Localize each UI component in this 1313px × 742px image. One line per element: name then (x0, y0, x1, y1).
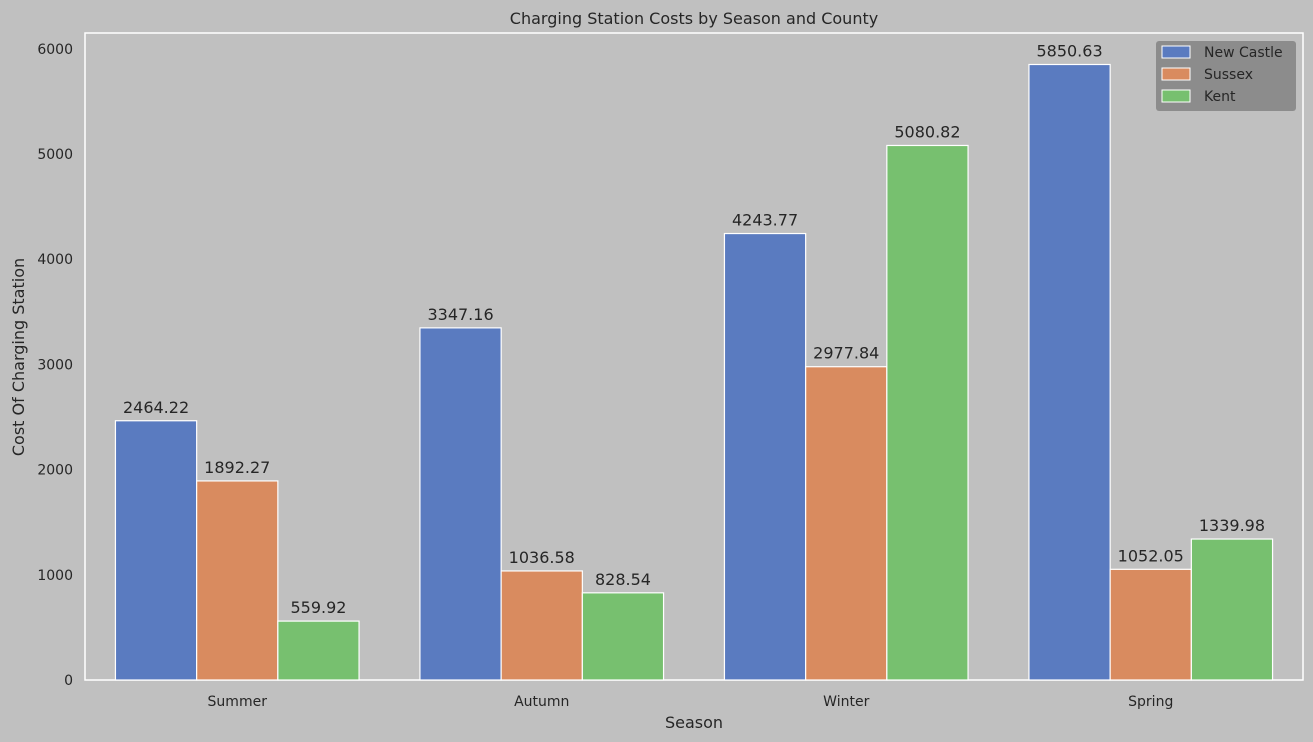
legend-swatch (1161, 67, 1191, 81)
bar-kent-summer (277, 620, 360, 681)
x-tick-label: Summer (208, 694, 268, 710)
data-label: 559.92 (290, 598, 346, 617)
bar-new-castle-autumn (419, 327, 502, 681)
bar-sussex-autumn (500, 570, 583, 681)
data-label: 3347.16 (427, 305, 493, 324)
x-axis-label: Season (665, 713, 723, 732)
data-label: 4243.77 (732, 211, 798, 230)
plot-area-frame (84, 32, 1304, 681)
y-tick-label: 1000 (37, 568, 73, 584)
y-tick-label: 0 (64, 673, 73, 689)
x-axis: Summer Autumn Winter Spring (208, 694, 1174, 710)
y-tick-label: 4000 (37, 252, 73, 268)
data-label: 2464.22 (123, 398, 189, 417)
data-label: 1892.27 (204, 458, 270, 477)
chart-title: Charging Station Costs by Season and Cou… (510, 9, 878, 28)
data-label: 1339.98 (1199, 516, 1265, 535)
y-axis-label: Cost Of Charging Station (9, 258, 28, 456)
bar-kent-winter (886, 144, 969, 681)
bar-sussex-spring (1109, 568, 1192, 681)
bars-group (114, 63, 1274, 681)
y-tick-label: 5000 (37, 147, 73, 163)
data-labels-group: 2464.22 1892.27 559.92 3347.16 1036.58 828.54… (123, 41, 1265, 617)
bar-sussex-winter (805, 366, 888, 681)
bar-kent-autumn (581, 592, 665, 681)
bar-kent-spring (1190, 538, 1274, 681)
legend-background (1156, 41, 1296, 111)
bar-new-castle-spring (1028, 63, 1111, 681)
y-tick-label: 2000 (37, 463, 73, 479)
x-tick-label: Spring (1128, 694, 1173, 710)
data-label: 1052.05 (1118, 546, 1184, 565)
data-label: 828.54 (595, 570, 651, 589)
legend-label: Kent (1204, 89, 1236, 105)
legend: New Castle Sussex Kent (1156, 41, 1296, 111)
legend-swatch (1161, 89, 1191, 103)
y-tick-label: 3000 (37, 357, 73, 373)
x-tick-label: Autumn (514, 694, 569, 710)
y-axis: 0 1000 2000 3000 4000 5000 6000 (37, 42, 73, 689)
legend-label: New Castle (1204, 45, 1283, 61)
bar-sussex-summer (196, 480, 279, 681)
data-label: 1036.58 (509, 548, 575, 567)
data-label: 5850.63 (1036, 41, 1102, 60)
legend-swatch (1161, 45, 1191, 59)
x-tick-label: Winter (823, 694, 869, 710)
legend-label: Sussex (1204, 67, 1253, 83)
y-tick-label: 6000 (37, 42, 73, 58)
data-label: 5080.82 (894, 122, 960, 141)
data-label: 2977.84 (813, 344, 879, 363)
bar-new-castle-winter (723, 232, 807, 681)
bar-new-castle-summer (114, 420, 198, 681)
